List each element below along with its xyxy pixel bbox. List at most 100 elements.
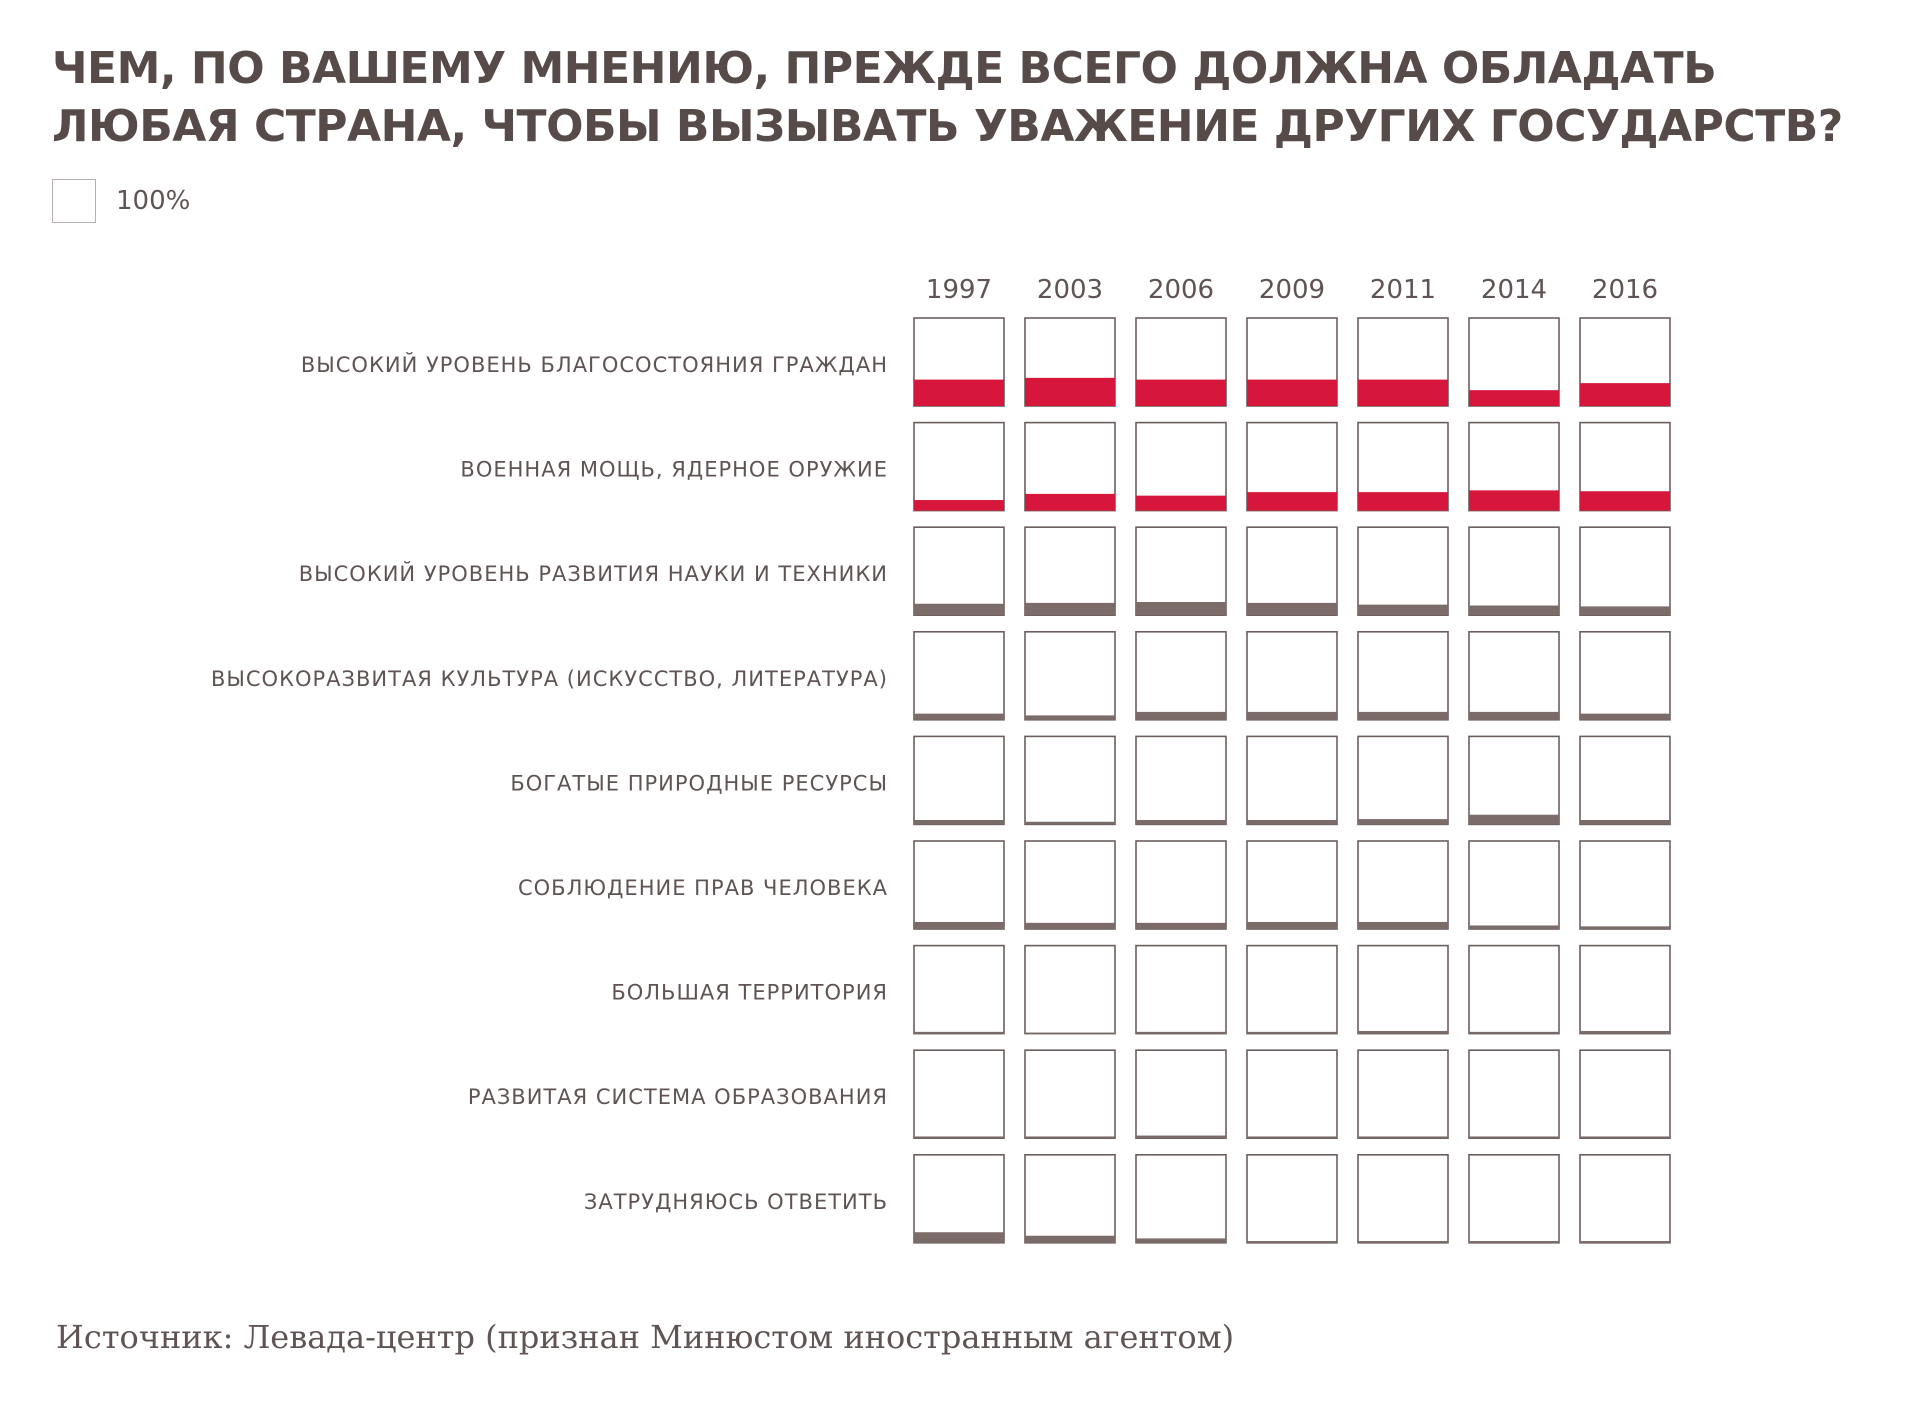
bar-r3-2009 bbox=[1247, 602, 1337, 616]
bar-r9-2006 bbox=[1136, 1238, 1226, 1243]
bar-r7-2006 bbox=[1136, 1031, 1226, 1034]
bar-r9-2009 bbox=[1247, 1241, 1337, 1243]
box-r5-2006 bbox=[1135, 735, 1227, 826]
bar-r1-2009 bbox=[1247, 379, 1337, 406]
box-r8-2011 bbox=[1357, 1049, 1449, 1139]
box-r7-2006 bbox=[1135, 944, 1227, 1035]
bar-r1-2016 bbox=[1580, 383, 1670, 406]
bar-r1-1997 bbox=[914, 379, 1004, 406]
bar-r7-2011 bbox=[1358, 1030, 1448, 1034]
bar-r9-2003 bbox=[1025, 1235, 1115, 1243]
bar-r4-2009 bbox=[1247, 711, 1337, 720]
bar-r3-2016 bbox=[1580, 606, 1670, 616]
row-label-7: БОЛЬШАЯ ТЕРРИТОРИЯ bbox=[611, 981, 888, 1005]
box-r2-1997 bbox=[913, 421, 1005, 512]
bar-r4-2003 bbox=[1025, 715, 1115, 720]
bar-r9-2014 bbox=[1469, 1241, 1559, 1243]
bar-r9-2011 bbox=[1358, 1241, 1448, 1243]
year-label-2014: 2014 bbox=[1481, 275, 1547, 305]
row-label-4: ВЫСОКОРАЗВИТАЯ КУЛЬТУРА (ИСКУССТВО, ЛИТЕ… bbox=[211, 667, 888, 691]
bar-r7-1997 bbox=[914, 1031, 1004, 1034]
bar-r2-1997 bbox=[914, 500, 1004, 511]
bar-r4-2006 bbox=[1136, 711, 1226, 720]
bar-r8-1997 bbox=[914, 1136, 1004, 1139]
bar-r1-2003 bbox=[1025, 377, 1115, 406]
box-r4-2003 bbox=[1024, 630, 1116, 721]
bar-r4-1997 bbox=[914, 713, 1004, 720]
bar-r9-2016 bbox=[1580, 1241, 1670, 1243]
box-r4-1997 bbox=[913, 630, 1005, 721]
bar-r5-2014 bbox=[1469, 814, 1559, 825]
box-r5-2011 bbox=[1357, 735, 1449, 826]
box-r3-2009 bbox=[1246, 526, 1338, 617]
source-note: Источник: Левада-центр (признан Минюстом… bbox=[56, 1318, 1235, 1356]
bar-r7-2016 bbox=[1580, 1030, 1670, 1034]
year-label-1997: 1997 bbox=[926, 275, 992, 305]
box-r7-2011 bbox=[1357, 944, 1449, 1035]
box-r9-2016 bbox=[1579, 1154, 1671, 1244]
box-r6-2016 bbox=[1579, 840, 1671, 930]
bar-r2-2011 bbox=[1358, 492, 1448, 511]
bar-r8-2011 bbox=[1358, 1136, 1448, 1139]
bar-r6-2006 bbox=[1136, 922, 1226, 929]
row-label-6: СОБЛЮДЕНИЕ ПРАВ ЧЕЛОВЕКА bbox=[518, 876, 888, 900]
bar-r3-2006 bbox=[1136, 602, 1226, 616]
box-r4-2009 bbox=[1246, 630, 1338, 721]
box-r6-2006 bbox=[1135, 840, 1227, 930]
box-r9-2003 bbox=[1024, 1154, 1116, 1244]
box-r3-2014 bbox=[1468, 526, 1560, 617]
chart-title: ЧЕМ, ПО ВАШЕМУ МНЕНИЮ, ПРЕЖДЕ ВСЕГО ДОЛЖ… bbox=[52, 43, 1843, 152]
box-r8-2016 bbox=[1579, 1049, 1671, 1139]
box-r8-2014 bbox=[1468, 1049, 1560, 1139]
bar-r3-2003 bbox=[1025, 602, 1115, 616]
legend-swatch bbox=[52, 179, 96, 223]
bar-r4-2011 bbox=[1358, 711, 1448, 720]
bar-r1-2011 bbox=[1358, 379, 1448, 406]
bar-r4-2014 bbox=[1469, 711, 1559, 720]
year-label-2009: 2009 bbox=[1259, 275, 1325, 305]
year-label-2016: 2016 bbox=[1592, 275, 1658, 305]
box-r4-2011 bbox=[1357, 630, 1449, 721]
bar-r8-2016 bbox=[1580, 1136, 1670, 1139]
bar-r2-2009 bbox=[1247, 492, 1337, 511]
bar-r6-2014 bbox=[1469, 925, 1559, 929]
bar-r5-2009 bbox=[1247, 820, 1337, 825]
bar-r2-2014 bbox=[1469, 490, 1559, 511]
legend-label: 100% bbox=[116, 186, 191, 216]
box-r6-2011 bbox=[1357, 840, 1449, 930]
row-label-3: ВЫСОКИЙ УРОВЕНЬ РАЗВИТИЯ НАУКИ И ТЕХНИКИ bbox=[299, 561, 888, 586]
bar-r2-2003 bbox=[1025, 493, 1115, 511]
bar-r8-2006 bbox=[1136, 1135, 1226, 1139]
row-label-5: БОГАТЫЕ ПРИРОДНЫЕ РЕСУРСЫ bbox=[510, 771, 888, 795]
box-r9-2006 bbox=[1135, 1154, 1227, 1244]
box-r7-2014 bbox=[1468, 944, 1560, 1035]
box-r6-1997 bbox=[913, 840, 1005, 930]
box-r3-1997 bbox=[913, 526, 1005, 617]
bar-r9-1997 bbox=[914, 1232, 1004, 1243]
box-r9-2009 bbox=[1246, 1154, 1338, 1244]
bar-r5-2006 bbox=[1136, 820, 1226, 825]
box-r5-2009 bbox=[1246, 735, 1338, 826]
box-r6-2014 bbox=[1468, 840, 1560, 930]
year-label-2003: 2003 bbox=[1037, 275, 1103, 305]
box-r4-2006 bbox=[1135, 630, 1227, 721]
box-r5-1997 bbox=[913, 735, 1005, 826]
bar-r8-2014 bbox=[1469, 1136, 1559, 1139]
bar-r3-1997 bbox=[914, 603, 1004, 616]
box-r3-2011 bbox=[1357, 526, 1449, 617]
box-r6-2003 bbox=[1024, 840, 1116, 930]
bar-r5-1997 bbox=[914, 820, 1004, 825]
bar-r8-2009 bbox=[1247, 1136, 1337, 1139]
box-r7-2003 bbox=[1024, 944, 1116, 1035]
bar-r3-2014 bbox=[1469, 605, 1559, 616]
row-label-1: ВЫСОКИЙ УРОВЕНЬ БЛАГОСОСТОЯНИЯ ГРАЖДАН bbox=[301, 352, 888, 377]
bar-r2-2016 bbox=[1580, 491, 1670, 511]
row-label-2: ВОЕННАЯ МОЩЬ, ЯДЕРНОЕ ОРУЖИЕ bbox=[460, 458, 888, 482]
bar-r6-2003 bbox=[1025, 922, 1115, 929]
bar-r5-2011 bbox=[1358, 819, 1448, 825]
box-r5-2003 bbox=[1024, 735, 1116, 826]
bar-r1-2006 bbox=[1136, 379, 1226, 406]
box-r3-2006 bbox=[1135, 526, 1227, 617]
bar-r1-2014 bbox=[1469, 390, 1559, 406]
